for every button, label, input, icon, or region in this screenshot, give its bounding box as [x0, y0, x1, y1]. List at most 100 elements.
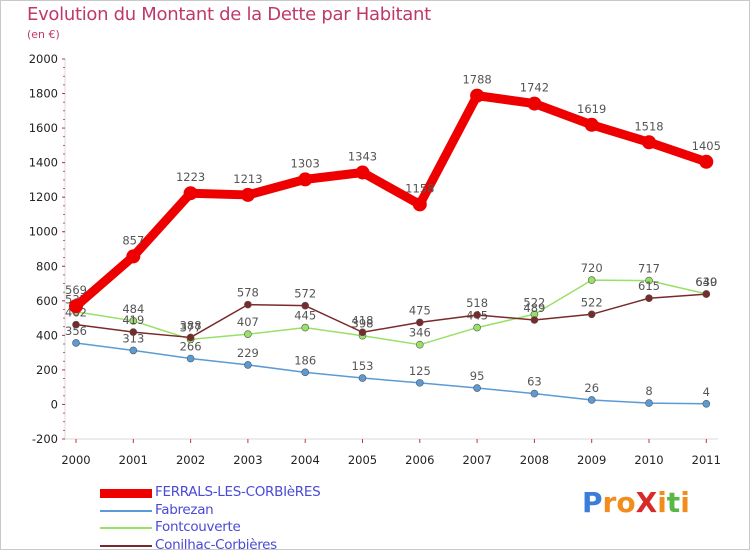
y-tick-label: 2000 — [29, 52, 58, 66]
data-label: 615 — [638, 279, 660, 293]
y-tick-label: 1000 — [29, 225, 58, 239]
series-0: 569 857 1223 1213 1303 1343 1158 1788 1742 1619 15… — [65, 73, 721, 314]
y-tick-label: 200 — [36, 363, 58, 377]
data-label: 1213 — [233, 172, 262, 186]
data-label: 720 — [581, 261, 603, 275]
data-point — [129, 317, 138, 325]
data-label: 1303 — [291, 156, 320, 170]
data-label: 1343 — [348, 149, 377, 163]
legend-swatch — [100, 544, 152, 547]
data-point — [587, 396, 596, 404]
data-point — [412, 197, 427, 212]
data-label: 1742 — [520, 81, 549, 95]
x-tick-label: 2001 — [119, 453, 148, 467]
y-tick-label: 800 — [36, 259, 58, 273]
data-label: 639 — [695, 275, 717, 289]
data-label: 578 — [237, 286, 259, 300]
data-point — [473, 311, 481, 319]
data-point — [358, 374, 367, 382]
data-label: 266 — [180, 340, 202, 354]
data-point — [415, 379, 424, 387]
legend-label: Fabrezan — [155, 501, 214, 518]
data-point — [183, 186, 198, 201]
series-line — [75, 342, 708, 405]
data-label: 186 — [294, 353, 316, 367]
legend-label: Fontcouverte — [155, 519, 241, 535]
legend-label: Conilhac-Corbières — [155, 536, 277, 553]
data-label: 229 — [237, 346, 259, 360]
data-point — [645, 399, 653, 407]
logo-letter: r — [602, 486, 617, 519]
logo-letter: t — [666, 486, 681, 519]
data-point — [72, 320, 80, 329]
data-label: 8 — [645, 384, 652, 398]
data-point — [358, 328, 367, 337]
data-point — [527, 96, 542, 111]
data-point — [699, 154, 714, 169]
data-point — [240, 187, 255, 202]
data-point — [301, 301, 310, 310]
data-label: 1223 — [176, 170, 205, 184]
data-label: 1788 — [462, 73, 491, 87]
data-label: 640 — [695, 275, 717, 289]
data-label: 419 — [122, 313, 144, 327]
data-label: 518 — [466, 296, 488, 310]
data-point — [72, 339, 80, 347]
y-tick-label: 1600 — [29, 121, 58, 135]
y-tick-label: 1800 — [29, 87, 58, 101]
y-tick-label: 1200 — [29, 190, 58, 204]
data-label: 63 — [527, 375, 542, 389]
data-point — [244, 361, 252, 369]
data-label: 95 — [470, 369, 485, 383]
x-tick-label: 2006 — [405, 453, 434, 467]
logo-letter: i — [680, 486, 690, 519]
data-label: 346 — [409, 326, 431, 340]
data-label: 26 — [584, 381, 599, 395]
legend-label: FERRALS-LES-CORBIèRES — [155, 484, 321, 500]
data-label: 377 — [180, 320, 202, 334]
logo-letter: i — [657, 486, 667, 519]
data-point — [415, 318, 424, 327]
data-point — [642, 135, 656, 150]
y-tick-label: 0 — [51, 397, 58, 411]
data-point — [530, 389, 539, 398]
data-point — [645, 294, 653, 303]
data-label: 569 — [65, 283, 87, 297]
data-point — [186, 333, 195, 342]
data-label: 717 — [638, 262, 660, 276]
data-label: 4 — [703, 385, 710, 399]
y-tick-label: -200 — [32, 432, 58, 446]
y-tick-label: 600 — [36, 294, 58, 308]
series-1: 356 313 266 229 186 153 125 95 63 26 8 4 — [65, 324, 711, 408]
data-point — [244, 330, 252, 338]
data-point — [473, 323, 481, 332]
data-label: 484 — [122, 302, 144, 316]
data-point — [129, 346, 138, 355]
data-point — [186, 354, 195, 363]
y-tick-label: 400 — [36, 328, 58, 342]
data-label: 1518 — [634, 119, 663, 133]
data-label: 445 — [294, 309, 316, 323]
data-label: 489 — [523, 301, 545, 315]
data-point — [126, 249, 141, 264]
data-label: 356 — [65, 324, 87, 338]
data-label: 125 — [409, 364, 431, 378]
data-label: 388 — [180, 318, 202, 332]
data-label: 475 — [409, 303, 431, 317]
logo-letter: X — [635, 486, 658, 519]
data-point — [702, 290, 711, 298]
data-point — [298, 172, 313, 187]
data-point — [702, 399, 711, 408]
data-point — [530, 316, 539, 324]
proxiti-logo: ProXiti — [582, 486, 690, 519]
data-label: 398 — [352, 317, 374, 331]
x-tick-label: 2010 — [634, 453, 663, 467]
data-point — [244, 300, 252, 309]
x-tick-label: 2000 — [61, 453, 90, 467]
legend-swatch — [100, 527, 152, 529]
x-tick-label: 2008 — [520, 453, 549, 467]
data-point — [587, 310, 596, 319]
data-label: 407 — [237, 315, 259, 329]
data-label: 1405 — [692, 139, 721, 153]
